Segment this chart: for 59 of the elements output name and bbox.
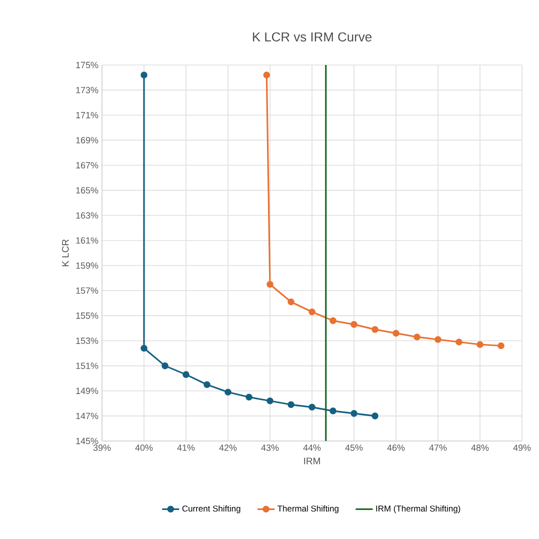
legend-label: IRM (Thermal Shifting) bbox=[376, 505, 460, 514]
point bbox=[140, 344, 148, 352]
y-tick-label: 153% bbox=[76, 338, 98, 344]
point bbox=[288, 298, 294, 306]
point bbox=[456, 338, 462, 346]
point bbox=[266, 280, 274, 288]
x-tick-label: 43% bbox=[261, 444, 279, 451]
y-tick-label: 147% bbox=[76, 412, 98, 420]
point bbox=[204, 381, 210, 388]
point bbox=[308, 404, 316, 411]
x-tick-label: 47% bbox=[429, 444, 447, 451]
x-tick-label: 49% bbox=[513, 444, 531, 451]
point bbox=[392, 330, 400, 337]
x-tick-label: 48% bbox=[471, 444, 489, 451]
point bbox=[246, 394, 252, 401]
y-tick-label: 157% bbox=[76, 287, 98, 294]
x-axis-title: IRM bbox=[304, 458, 320, 464]
y-tick-label: 163% bbox=[76, 212, 98, 219]
x-tick-label: 40% bbox=[135, 444, 153, 451]
y-tick-label: 169% bbox=[76, 137, 98, 144]
y-tick-label: 155% bbox=[76, 312, 98, 319]
y-tick-label: 175% bbox=[76, 62, 98, 68]
point bbox=[162, 362, 168, 370]
x-tick-label: 44% bbox=[303, 444, 321, 451]
point bbox=[434, 336, 442, 343]
point bbox=[182, 371, 190, 378]
y-tick-label: 145% bbox=[76, 438, 98, 444]
point bbox=[350, 321, 358, 328]
x-tick-label: 39% bbox=[93, 444, 111, 451]
point bbox=[288, 401, 294, 408]
y-tick-label: 159% bbox=[76, 262, 98, 269]
point bbox=[308, 308, 316, 316]
y-tick-label: 167% bbox=[76, 162, 98, 168]
point bbox=[476, 341, 484, 348]
y-tick-label: 171% bbox=[76, 112, 98, 118]
point bbox=[414, 334, 420, 340]
y-tick-label: 165% bbox=[76, 187, 98, 194]
point bbox=[350, 410, 358, 417]
point bbox=[266, 398, 274, 404]
point bbox=[224, 388, 232, 396]
point bbox=[372, 412, 378, 420]
legend-label: Current Shifting bbox=[182, 505, 240, 514]
x-tick-label: 46% bbox=[387, 444, 405, 451]
y-axis-title: K LCR bbox=[62, 240, 69, 266]
point bbox=[330, 317, 336, 324]
point bbox=[372, 326, 378, 333]
point bbox=[330, 408, 336, 414]
y-tick-label: 149% bbox=[76, 388, 98, 394]
y-tick-label: 173% bbox=[76, 86, 98, 94]
point bbox=[140, 72, 148, 78]
point bbox=[263, 72, 270, 78]
y-tick-label: 161% bbox=[76, 237, 98, 244]
x-tick-label: 42% bbox=[219, 444, 237, 451]
point bbox=[498, 342, 504, 350]
x-tick-label: 45% bbox=[345, 444, 363, 451]
legend-label: Thermal Shifting bbox=[277, 505, 338, 514]
chart-title: K LCR vs IRM Curve bbox=[252, 32, 372, 42]
x-tick-label: 41% bbox=[177, 444, 195, 451]
y-tick-label: 151% bbox=[76, 362, 98, 369]
